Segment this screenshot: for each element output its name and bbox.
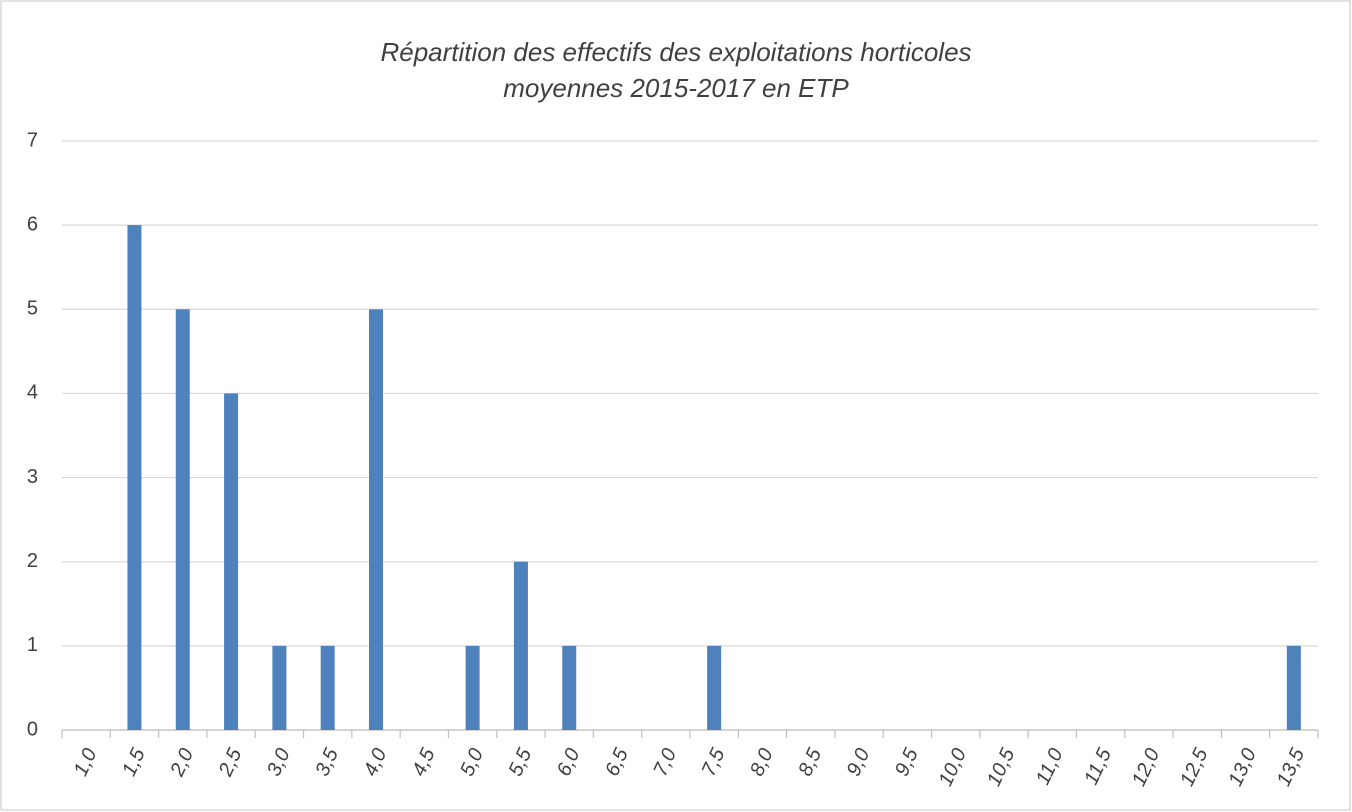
bar [513,561,528,730]
y-tick-label: 4 [27,382,38,404]
bar [562,645,577,730]
bar [1286,645,1301,730]
y-tick-label: 5 [27,298,38,320]
bar [465,645,480,730]
bar [320,645,335,730]
chart-title: Répartition des effectifs des exploitati… [380,37,971,67]
bar [127,225,142,730]
y-tick-label: 3 [27,466,38,488]
y-tick-label: 6 [27,213,38,235]
bar [707,645,722,730]
bar [272,645,287,730]
chart-title: moyennes 2015-2017 en ETP [503,73,849,103]
y-tick-label: 0 [27,718,38,740]
bar [175,309,190,730]
y-tick-label: 1 [27,634,38,656]
y-tick-label: 2 [27,550,38,572]
y-tick-label: 7 [27,129,38,151]
bar [224,393,239,730]
bar [369,309,383,730]
